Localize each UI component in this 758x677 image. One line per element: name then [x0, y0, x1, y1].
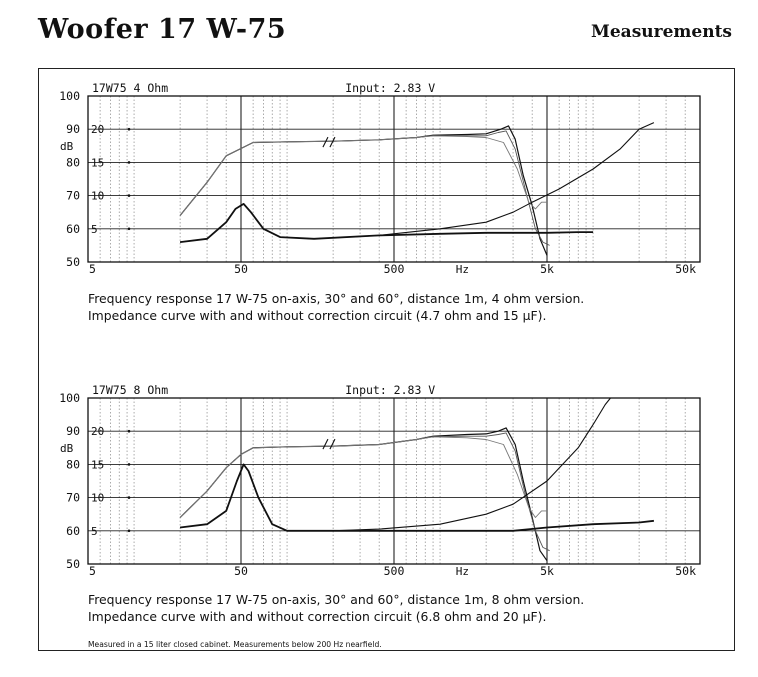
impedance-tick-label: 5: [91, 223, 98, 236]
x-tick-label: 50: [234, 262, 248, 276]
impedance-tick-dot: [127, 463, 131, 466]
y-tick-label: 80: [66, 457, 80, 471]
x-tick-label: 500: [384, 564, 405, 578]
impedance-tick-dot: [127, 227, 131, 231]
x-tick-label: 500: [384, 262, 405, 276]
plot-border: [87, 95, 701, 263]
caption-4ohm-line2: Impedance curve with and without correct…: [88, 308, 547, 323]
x-tick-label: 50: [234, 564, 248, 578]
axis-break-mark: [329, 438, 336, 450]
x-tick-label: 5: [89, 262, 96, 276]
impedance-tick-dot: [127, 529, 131, 533]
frequency-chart-1: 50 60 70 80 90 100 dB 20 15 10 5 5 50 500 5k 50k Hz 17W75…: [59, 383, 701, 578]
caption-4ohm-line1: Frequency response 17 W-75 on-axis, 30° …: [88, 291, 585, 306]
plot-border: [87, 397, 701, 565]
impedance-tick-dot: [127, 194, 131, 197]
y-tick-label: 70: [66, 491, 80, 505]
series-line-2: [179, 135, 547, 216]
y-tick-label: 100: [59, 89, 80, 103]
x-tick-label: 5: [89, 564, 96, 578]
x-unit-label: Hz: [456, 263, 469, 276]
impedance-tick-label: 10: [91, 190, 104, 203]
impedance-tick-label: 20: [91, 123, 104, 136]
axis-break-mark: [329, 136, 336, 148]
caption-8ohm-line2: Impedance curve with and without correct…: [88, 609, 547, 624]
series-line-3: [180, 122, 655, 243]
y-tick-label: 50: [66, 557, 80, 571]
x-tick-label: 50k: [675, 262, 696, 276]
y-tick-label: 90: [66, 424, 80, 438]
y-tick-label: 60: [66, 524, 80, 538]
frequency-chart-0: 50 60 70 80 90 100 dB 20 15 10 5 5 50 500 5k 50k Hz 17W75…: [59, 81, 701, 276]
chart-header-right: Input: 2.83 V: [345, 81, 435, 95]
page-title: Woofer 17 W-75: [38, 14, 287, 45]
y-axis-label: dB: [60, 140, 74, 153]
impedance-tick-label: 15: [91, 156, 104, 169]
x-tick-label: 5k: [540, 262, 554, 276]
y-tick-label: 50: [66, 255, 80, 269]
y-tick-label: 90: [66, 122, 80, 136]
impedance-tick-label: 20: [91, 425, 104, 438]
chart-header-left: 17W75 8 Ohm: [92, 383, 168, 397]
x-tick-label: 5k: [540, 564, 554, 578]
y-axis-label: dB: [60, 442, 74, 455]
series-line-1: [179, 432, 550, 552]
caption-8ohm-line1: Frequency response 17 W-75 on-axis, 30° …: [88, 592, 585, 607]
series-line-0: [179, 427, 548, 562]
y-tick-label: 60: [66, 222, 80, 236]
series-line-1: [179, 130, 550, 246]
footnote: Measured in a 15 liter closed cabinet. M…: [88, 640, 382, 649]
impedance-tick-dot: [127, 429, 131, 433]
y-tick-label: 80: [66, 155, 80, 169]
chart-header-right: Input: 2.83 V: [345, 383, 435, 397]
series-line-4: [179, 463, 655, 532]
x-unit-label: Hz: [456, 565, 469, 578]
series-line-2: [179, 436, 547, 518]
axis-break-mark: [322, 136, 329, 148]
impedance-tick-label: 10: [91, 492, 104, 505]
impedance-tick-label: 5: [91, 525, 98, 538]
section-label: Measurements: [591, 22, 732, 42]
axis-break-mark: [322, 438, 329, 450]
impedance-tick-dot: [127, 496, 131, 499]
impedance-tick-label: 15: [91, 458, 104, 471]
y-tick-label: 100: [59, 391, 80, 405]
y-tick-label: 70: [66, 189, 80, 203]
measurements-frame: [38, 68, 735, 651]
impedance-tick-dot: [127, 127, 131, 131]
impedance-tick-dot: [127, 161, 131, 164]
x-tick-label: 50k: [675, 564, 696, 578]
chart-header-left: 17W75 4 Ohm: [92, 81, 168, 95]
series-line-4: [179, 203, 594, 243]
